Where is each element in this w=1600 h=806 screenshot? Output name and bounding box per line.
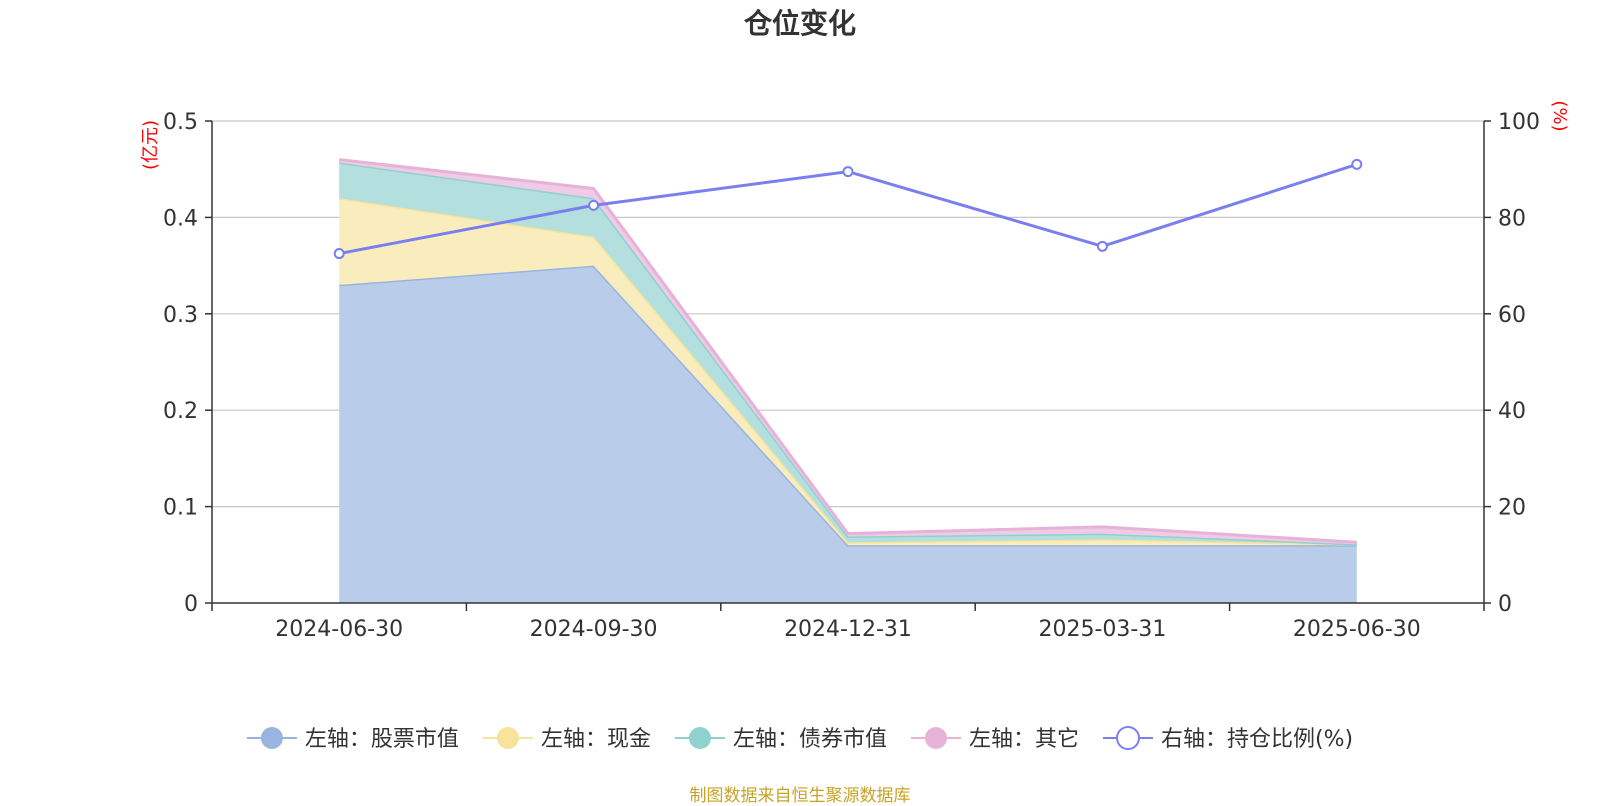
holding-ratio-point <box>1096 240 1108 252</box>
right-tick-label: 0 <box>1498 592 1512 617</box>
legend-label: 左轴：现金 <box>541 727 651 752</box>
legend-marker-icon <box>924 727 947 749</box>
left-tick-label: 0.5 <box>163 110 198 135</box>
right-tick-label: 100 <box>1498 110 1540 135</box>
right-tick-label: 40 <box>1498 399 1526 424</box>
area-1 <box>339 265 1357 603</box>
x-tick-label: 2024-06-30 <box>275 617 403 642</box>
left-tick-label: 0 <box>184 592 198 617</box>
left-tick-label: 0.3 <box>163 303 198 328</box>
holding-ratio-point <box>842 166 854 178</box>
legend-label: 右轴：持仓比例(%) <box>1161 727 1353 752</box>
left-tick-label: 0.1 <box>163 496 198 521</box>
area-line-4 <box>339 158 1357 544</box>
legend-label: 左轴：其它 <box>969 727 1079 752</box>
x-tick-label: 2024-12-31 <box>784 617 912 642</box>
right-tick-label: 80 <box>1498 206 1526 231</box>
x-tick-label: 2025-03-31 <box>1038 617 1166 642</box>
x-tick-label: 2025-06-30 <box>1293 617 1421 642</box>
right-tick-label: 60 <box>1498 303 1526 328</box>
left-tick-label: 0.4 <box>163 206 198 231</box>
legend-marker-icon <box>688 727 711 749</box>
legend-item[interactable]: 左轴：债券市值 <box>674 727 887 752</box>
left-tick-label: 0.2 <box>163 399 198 424</box>
right-axis-unit: (%) <box>1549 100 1570 131</box>
holding-ratio-point <box>588 199 600 211</box>
chart-title: 仓位变化 <box>743 7 856 40</box>
legend-item[interactable]: 左轴：股票市值 <box>246 727 459 752</box>
legend-label: 左轴：债券市值 <box>733 727 887 752</box>
legend-marker-icon <box>496 727 519 749</box>
holding-ratio-point <box>333 248 345 260</box>
left-axis-unit: (亿元) <box>140 120 161 170</box>
legend-marker-icon <box>1115 726 1140 750</box>
x-tick-label: 2024-09-30 <box>530 617 658 642</box>
legend-item[interactable]: 左轴：其它 <box>910 727 1079 752</box>
legend-item[interactable]: 右轴：持仓比例(%) <box>1102 726 1353 752</box>
area-3 <box>339 162 1357 545</box>
legend-label: 左轴：股票市值 <box>305 727 459 752</box>
legend-marker-icon <box>260 727 283 749</box>
source-note: 制图数据来自恒生聚源数据库 <box>689 786 911 806</box>
legend-item[interactable]: 左轴：现金 <box>482 727 651 752</box>
holding-ratio-point <box>1351 158 1363 170</box>
right-tick-label: 20 <box>1498 496 1526 521</box>
